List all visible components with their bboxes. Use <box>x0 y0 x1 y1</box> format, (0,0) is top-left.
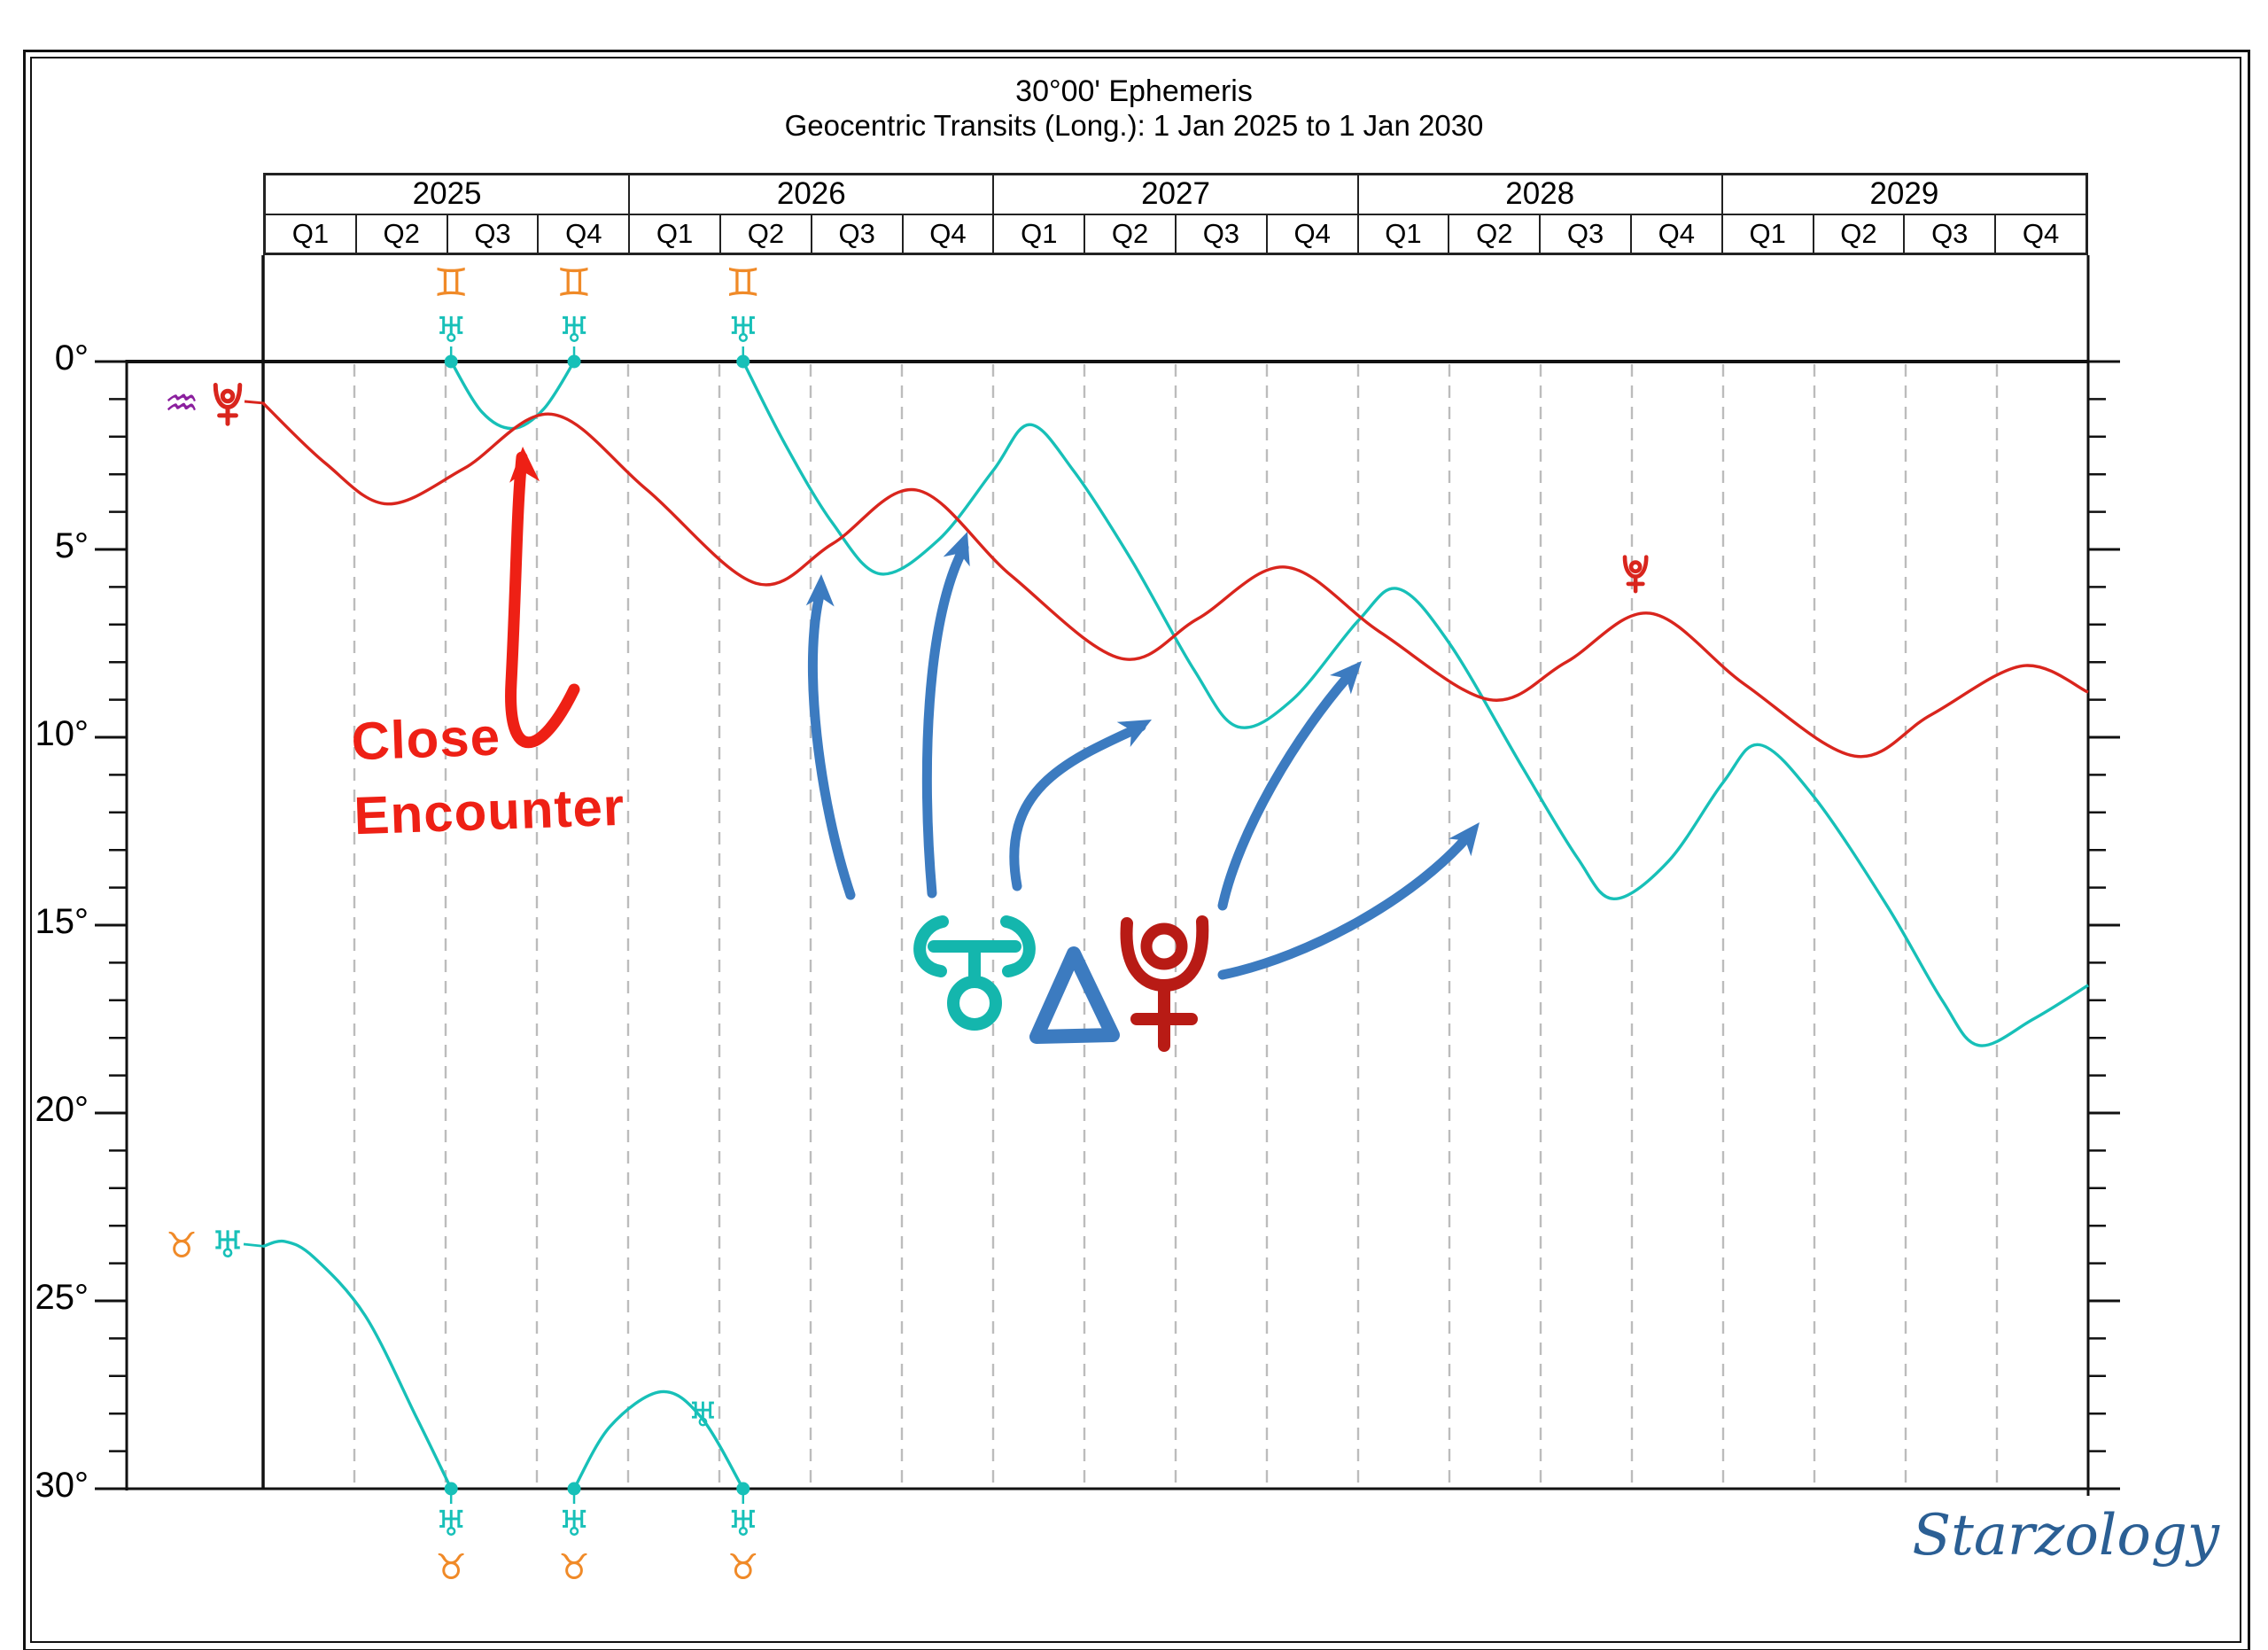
uranus-ingress-dot <box>736 354 750 369</box>
uranus-ingress-dot <box>444 354 458 369</box>
uranus-ingress-dot <box>567 1482 581 1496</box>
quarter-header-row: Q1 Q2 Q3 Q4 Q1 Q2 Q3 Q4 Q1 Q2 Q3 Q4 Q1 Q2 Q3 Q4 Q1 Q2 Q3 Q4 <box>266 214 2085 253</box>
quarter-cell-2029-Q2: Q2 <box>1814 214 1906 253</box>
y-axis-label-0°: 0° <box>54 339 89 377</box>
year-header-2028: 2028 <box>1359 175 1723 214</box>
blue-arrow-head-4 <box>1330 661 1362 695</box>
quarter-cell-2026-Q4: Q4 <box>904 214 995 253</box>
blue-arrow-4 <box>1217 665 1359 911</box>
chart-title-block: 30°00' Ephemeris Geocentric Transits (Lo… <box>133 74 2135 144</box>
gemini-sign-icon: ♊ <box>726 261 760 306</box>
red-annotation-arrow-head <box>509 447 540 483</box>
uranus-glyph-icon: ♅ <box>727 1504 759 1545</box>
quarter-cell-2026-Q1: Q1 <box>630 214 721 253</box>
uranus-ingress-dot <box>567 354 581 369</box>
quarter-cell-2028-Q3: Q3 <box>1541 214 1632 253</box>
quarter-cell-2025-Q4: Q4 <box>539 214 631 253</box>
close-encounter-line2: Encounter <box>353 776 626 846</box>
pluto-glyph-icon <box>213 383 243 426</box>
uranus-ingress-dot <box>736 1482 750 1496</box>
uranus-line-label-icon: ♅ <box>687 1395 718 1434</box>
aquarius-sign-icon: ♒ <box>164 381 198 426</box>
taurus-sign-icon: ♉ <box>166 1226 198 1266</box>
close-encounter-annotation: Close Encounter <box>350 696 625 854</box>
uranus-glyph-icon: ♅ <box>435 1504 467 1545</box>
timeline-header-table: 2025 2026 2027 2028 2029 Q1 Q2 Q3 Q4 Q1 Q2 Q3 Q4 Q1 Q… <box>263 173 2088 255</box>
pluto-curve <box>261 401 2089 759</box>
trine-aspect-icon <box>1029 946 1120 1044</box>
quarter-cell-2028-Q1: Q1 <box>1359 214 1450 253</box>
taurus-sign-icon: ♉ <box>558 1547 590 1588</box>
y-axis-label-5°: 5° <box>54 526 89 565</box>
close-encounter-line1: Close <box>350 706 502 772</box>
starzology-watermark: Starzology <box>1912 1503 2219 1568</box>
uranus-glyph-icon: ♅ <box>558 310 590 351</box>
uranus-hand-icon <box>1000 915 1036 977</box>
uranus-glyph-icon: ♅ <box>558 1504 590 1545</box>
red-annotation-arrow <box>505 451 580 749</box>
chart-subtitle: Geocentric Transits (Long.): 1 Jan 2025 … <box>784 109 1484 142</box>
uranus-ingress-dot <box>444 1482 458 1496</box>
quarter-cell-2029-Q1: Q1 <box>1723 214 1814 253</box>
quarter-cell-2027-Q1: Q1 <box>994 214 1086 253</box>
chart-title: 30°00' Ephemeris <box>1015 74 1253 108</box>
quarter-cell-2029-Q4: Q4 <box>2022 217 2060 249</box>
y-axis-label-20°: 20° <box>35 1090 89 1129</box>
quarter-cell-2029-Q3: Q3 <box>1905 214 1997 253</box>
year-header-2026: 2026 <box>630 175 995 214</box>
y-axis-label-10°: 10° <box>35 714 89 753</box>
uranus-glyph-icon: ♅ <box>435 310 467 351</box>
uranus-hand-icon <box>947 976 1002 1031</box>
uranus-start-stub <box>243 1242 266 1248</box>
quarter-cell-2026-Q2: Q2 <box>721 214 812 253</box>
quarter-cell-2025-Q1: Q1 <box>266 214 357 253</box>
blue-arrow-head-2 <box>943 532 970 567</box>
blue-arrow-3 <box>1009 721 1146 891</box>
blue-arrow-5 <box>1217 828 1476 980</box>
quarter-cell-2025-Q3: Q3 <box>448 214 540 253</box>
quarter-cell-2028-Q4: Q4 <box>1632 214 1723 253</box>
uranus-curve-segment <box>742 361 2089 1047</box>
quarter-cell-2027-Q4: Q4 <box>1268 214 1359 253</box>
uranus-curve-segment <box>449 361 576 431</box>
pluto-hand-icon <box>1140 922 1188 970</box>
y-axis-label-15°: 15° <box>35 902 89 941</box>
quarter-cell-2026-Q3: Q3 <box>812 214 904 253</box>
year-header-row: 2025 2026 2027 2028 2029 <box>266 175 2085 215</box>
taurus-sign-icon: ♉ <box>727 1547 759 1588</box>
y-axis-label-25°: 25° <box>35 1278 89 1317</box>
blue-arrow-head-5 <box>1449 822 1480 857</box>
quarter-cell-2027-Q2: Q2 <box>1085 214 1177 253</box>
uranus-hand-icon <box>913 915 949 977</box>
uranus-curve-segment <box>262 1239 453 1490</box>
year-header-2025: 2025 <box>266 175 631 214</box>
blue-arrow-head-1 <box>805 574 835 607</box>
quarter-cell-2027-Q3: Q3 <box>1177 214 1268 253</box>
blue-arrow-1 <box>807 587 856 900</box>
year-header-2029: 2029 <box>1869 176 1939 212</box>
uranus-glyph-icon: ♅ <box>211 1223 245 1266</box>
quarter-cell-2025-Q2: Q2 <box>357 214 448 253</box>
blue-arrow-2 <box>921 542 969 899</box>
pluto-line-label-icon <box>1622 555 1649 594</box>
uranus-curve-segment <box>572 1389 745 1490</box>
pluto-start-stub <box>244 400 266 405</box>
year-header-2027: 2027 <box>994 175 1359 214</box>
taurus-sign-icon: ♉ <box>435 1547 467 1588</box>
blue-arrow-head-3 <box>1116 720 1152 747</box>
gemini-sign-icon: ♊ <box>556 261 591 306</box>
gemini-sign-icon: ♊ <box>433 261 468 306</box>
y-axis-label-30°: 30° <box>35 1466 89 1505</box>
uranus-glyph-icon: ♅ <box>727 310 759 351</box>
quarter-cell-2028-Q2: Q2 <box>1449 214 1542 253</box>
